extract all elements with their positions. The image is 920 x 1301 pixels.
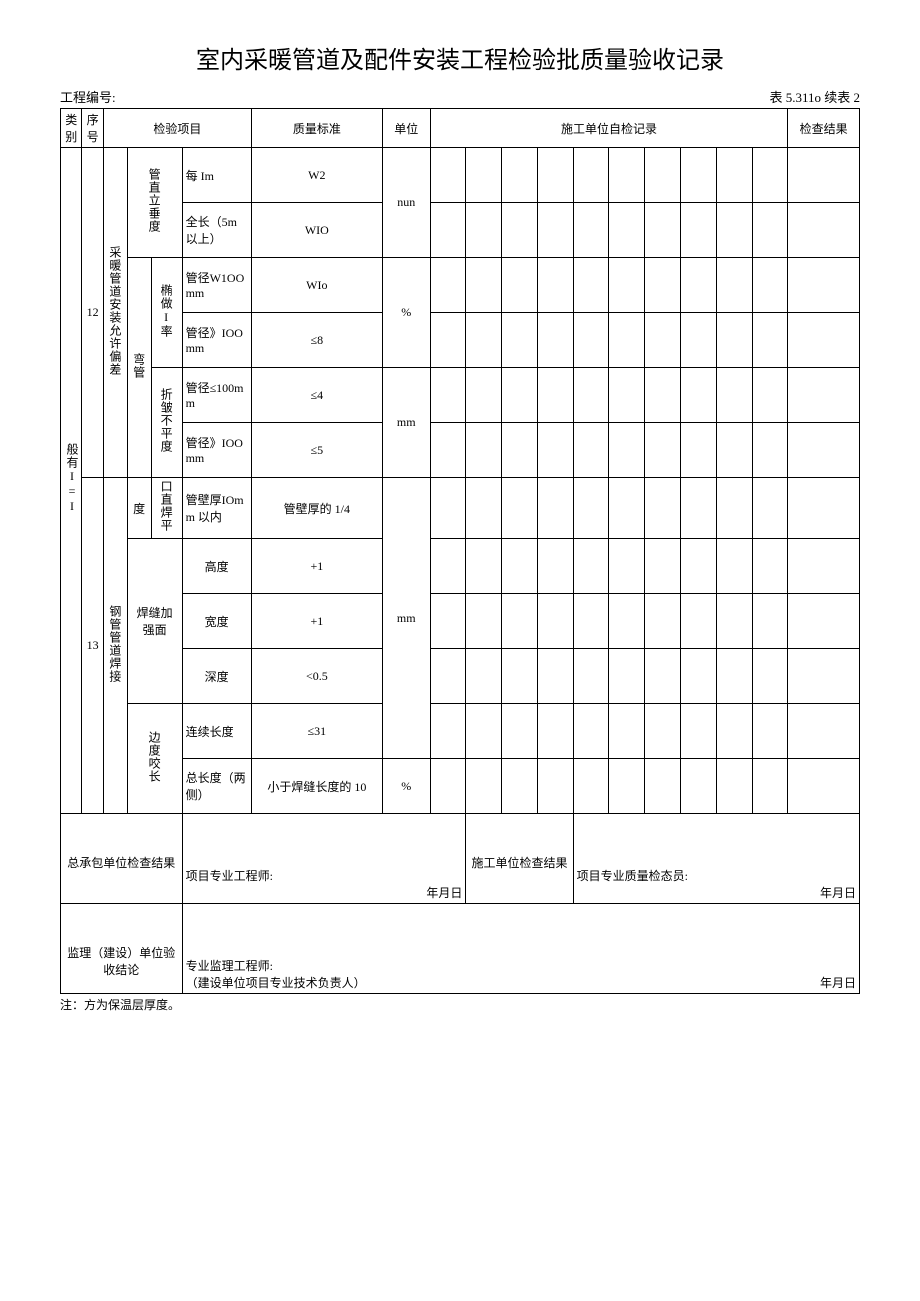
- table-row: 焊缝加强面 高度 +1: [61, 539, 860, 594]
- reinf-d-item: 深度: [182, 649, 251, 704]
- header-row: 工程编号: 表 5.311o 续表 2: [60, 87, 860, 106]
- supervision-conclusion-label: 监理（建设）单位验收结论: [61, 904, 183, 994]
- sig-row-2: 监理（建设）单位验收结论 专业监理工程师: （建设单位项目专业技术负责人） 年月…: [61, 904, 860, 994]
- footnote: 注：方为保温层厚度。: [60, 996, 860, 1013]
- flat-std: 管壁厚的 1/4: [251, 478, 382, 539]
- table-row: 般有I=I 12 采暖管道安装允许偏差 管直立垂度 每 Im W2 nun: [61, 148, 860, 203]
- seq-13: 13: [82, 478, 103, 814]
- wrinkle-b-item: 管径》IOOmm: [182, 423, 251, 478]
- bite-label: 边度咬长: [127, 704, 182, 814]
- hdr-std: 质量标准: [251, 109, 382, 148]
- reinf-unit: mm: [382, 478, 430, 759]
- vert-b-std: WIO: [251, 203, 382, 258]
- hdr-unit: 单位: [382, 109, 430, 148]
- vert-a-item: 每 Im: [182, 148, 251, 203]
- reinf-label: 焊缝加强面: [127, 539, 182, 704]
- reinf-h-std: +1: [251, 539, 382, 594]
- hdr-seq: 序号: [82, 109, 103, 148]
- hdr-result: 检查结果: [788, 109, 860, 148]
- vert-label: 管直立垂度: [127, 148, 182, 258]
- wrinkle-label: 折皱不平度: [151, 368, 182, 478]
- vert-a-std: W2: [251, 148, 382, 203]
- vert-unit: nun: [382, 148, 430, 258]
- bite-a-std: ≤31: [251, 704, 382, 759]
- table-header-row: 类别 序号 检验项目 质量标准 单位 施工单位自检记录 检查结果: [61, 109, 860, 148]
- reinf-d-std: <0.5: [251, 649, 382, 704]
- wrinkle-b-std: ≤5: [251, 423, 382, 478]
- bite-b-unit: %: [382, 759, 430, 814]
- contractor-result-label: 总承包单位检查结果: [61, 814, 183, 904]
- table-row: 13 钢管管道焊接 度 口直焊平 管壁厚IOmm 以内 管壁厚的 1/4 mm: [61, 478, 860, 539]
- construction-result-label: 施工单位检查结果: [466, 814, 573, 904]
- table-row: 边度咬长 连续长度 ≤31: [61, 704, 860, 759]
- flat-label1: 度: [127, 478, 151, 539]
- category-cell: 般有I=I: [61, 148, 82, 814]
- flat-label2: 口直焊平: [151, 478, 182, 539]
- oval-label: 椭做I率: [151, 258, 182, 368]
- group-13: 钢管管道焊接: [103, 478, 127, 814]
- reinf-h-item: 高度: [182, 539, 251, 594]
- quality-inspector-label: 项目专业质量检态员:: [577, 867, 856, 884]
- bend-outer: 弯管: [127, 258, 151, 478]
- hdr-self-record: 施工单位自检记录: [430, 109, 788, 148]
- table-row: 弯管 椭做I率 管径W1OOmm WIo %: [61, 258, 860, 313]
- supervision-engineer-label: 专业监理工程师:: [186, 957, 856, 974]
- hdr-item: 检验项目: [103, 109, 251, 148]
- oval-a-std: WIo: [251, 258, 382, 313]
- bite-a-item: 连续长度: [182, 704, 251, 759]
- date-2: 年月日: [577, 884, 856, 901]
- group-12: 采暖管道安装允许偏差: [103, 148, 127, 478]
- oval-unit: %: [382, 258, 430, 368]
- hdr-category: 类别: [61, 109, 82, 148]
- project-no-label: 工程编号:: [60, 87, 116, 106]
- table-no: 表 5.311o 续表 2: [769, 87, 860, 106]
- sig-row-1: 总承包单位检查结果 项目专业工程师: 年月日 施工单位检查结果 项目专业质量检态…: [61, 814, 860, 904]
- oval-b-std: ≤8: [251, 313, 382, 368]
- supervision-sub-label: （建设单位项目专业技术负责人）: [186, 974, 366, 991]
- date-3: 年月日: [820, 974, 856, 991]
- project-engineer-label: 项目专业工程师:: [186, 867, 463, 884]
- vert-b-item: 全长（5m以上）: [182, 203, 251, 258]
- oval-b-item: 管径》IOOmm: [182, 313, 251, 368]
- wrinkle-a-std: ≤4: [251, 368, 382, 423]
- wrinkle-a-item: 管径≤100mm: [182, 368, 251, 423]
- seq-12: 12: [82, 148, 103, 478]
- flat-item: 管壁厚IOmm 以内: [182, 478, 251, 539]
- inspection-table: 类别 序号 检验项目 质量标准 单位 施工单位自检记录 检查结果 般有I=I 1…: [60, 108, 860, 994]
- bite-b-item: 总长度（两侧）: [182, 759, 251, 814]
- doc-title: 室内采暖管道及配件安装工程检验批质量验收记录: [60, 40, 860, 75]
- table-row: 折皱不平度 管径≤100mm ≤4 mm: [61, 368, 860, 423]
- wrinkle-unit: mm: [382, 368, 430, 478]
- oval-a-item: 管径W1OOmm: [182, 258, 251, 313]
- reinf-w-std: +1: [251, 594, 382, 649]
- date-1: 年月日: [186, 884, 463, 901]
- bite-b-std: 小于焊缝长度的 10: [251, 759, 382, 814]
- reinf-w-item: 宽度: [182, 594, 251, 649]
